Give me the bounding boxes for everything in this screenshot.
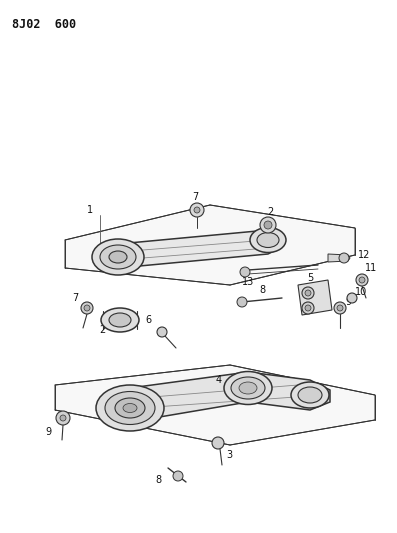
Ellipse shape — [224, 372, 272, 405]
Text: 2: 2 — [267, 207, 273, 217]
Circle shape — [334, 302, 346, 314]
Circle shape — [356, 274, 368, 286]
Ellipse shape — [123, 403, 137, 413]
Text: 8J02  600: 8J02 600 — [12, 18, 76, 31]
Circle shape — [84, 305, 90, 311]
Polygon shape — [65, 205, 355, 285]
Polygon shape — [100, 230, 280, 268]
Circle shape — [194, 207, 200, 213]
Ellipse shape — [100, 245, 136, 269]
Ellipse shape — [105, 392, 155, 424]
Polygon shape — [108, 372, 330, 422]
Polygon shape — [55, 365, 375, 445]
Circle shape — [173, 471, 183, 481]
Ellipse shape — [109, 251, 127, 263]
Circle shape — [60, 415, 66, 421]
Text: 2: 2 — [99, 325, 105, 335]
Text: 3: 3 — [226, 450, 232, 460]
Circle shape — [264, 221, 272, 229]
Polygon shape — [298, 280, 332, 315]
Text: 10: 10 — [355, 287, 367, 297]
Circle shape — [302, 287, 314, 299]
Circle shape — [157, 327, 167, 337]
Circle shape — [240, 267, 250, 277]
Circle shape — [347, 293, 357, 303]
Text: 8: 8 — [259, 285, 265, 295]
Circle shape — [237, 297, 247, 307]
Circle shape — [56, 411, 70, 425]
Text: 1: 1 — [87, 205, 93, 215]
Ellipse shape — [109, 313, 131, 327]
Text: 8: 8 — [155, 475, 161, 485]
Ellipse shape — [298, 387, 322, 403]
Ellipse shape — [101, 308, 139, 332]
Circle shape — [212, 437, 224, 449]
Circle shape — [359, 277, 365, 283]
Text: 5: 5 — [307, 273, 313, 283]
Text: 4: 4 — [216, 375, 222, 385]
Polygon shape — [328, 254, 350, 262]
Text: 6: 6 — [146, 315, 152, 325]
Ellipse shape — [231, 377, 265, 399]
Circle shape — [190, 203, 204, 217]
Text: 11: 11 — [365, 263, 377, 273]
Circle shape — [260, 217, 276, 233]
Ellipse shape — [96, 385, 164, 431]
Ellipse shape — [92, 239, 144, 275]
Text: 9: 9 — [345, 297, 351, 307]
Text: 7: 7 — [192, 192, 198, 202]
Circle shape — [305, 305, 311, 311]
Text: 12: 12 — [358, 250, 370, 260]
Ellipse shape — [291, 382, 329, 408]
Circle shape — [81, 302, 93, 314]
Ellipse shape — [257, 232, 279, 247]
Text: 13: 13 — [242, 277, 254, 287]
Ellipse shape — [115, 398, 145, 418]
Circle shape — [305, 290, 311, 296]
Text: 9: 9 — [46, 427, 52, 437]
Text: 7: 7 — [72, 293, 78, 303]
Circle shape — [337, 305, 343, 311]
Circle shape — [339, 253, 349, 263]
Circle shape — [302, 302, 314, 314]
Ellipse shape — [250, 228, 286, 253]
Ellipse shape — [239, 382, 257, 394]
